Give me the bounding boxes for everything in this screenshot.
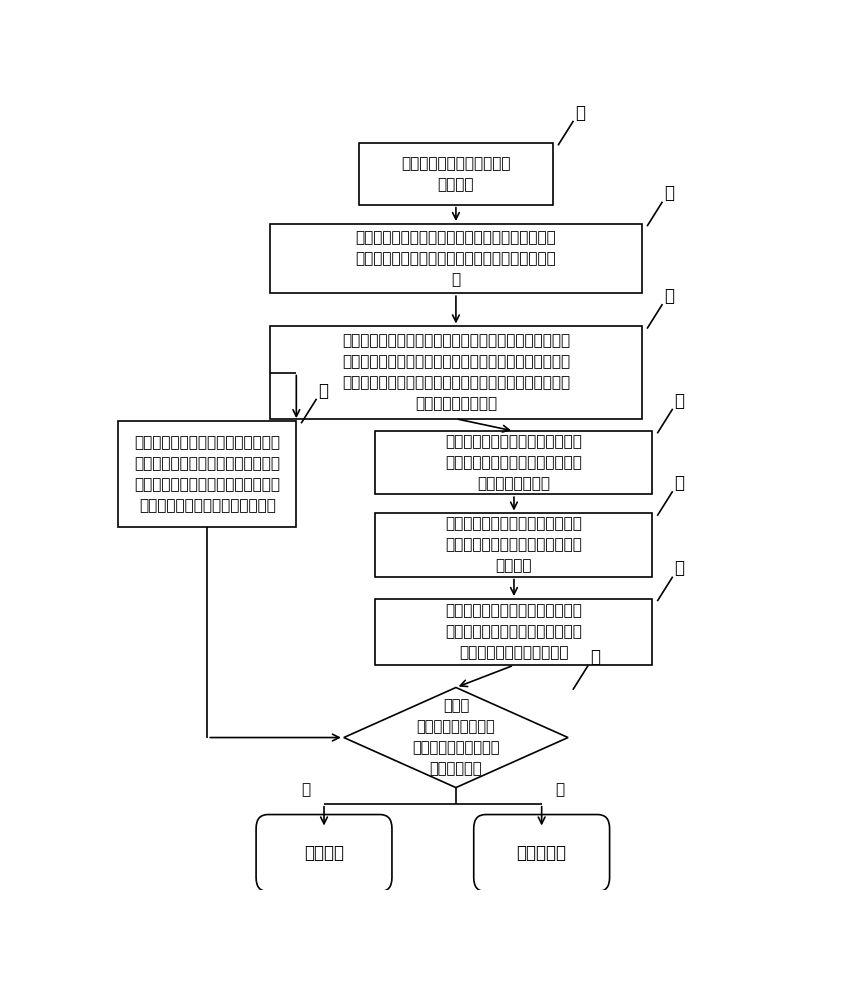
Text: 利用标准引脚半径和实际图片中电
机引脚的中心坐标分别计算电机引
脚的范围: 利用标准引脚半径和实际图片中电 机引脚的中心坐标分别计算电机引 脚的范围 <box>446 517 582 574</box>
FancyBboxPatch shape <box>358 143 553 205</box>
Text: 二: 二 <box>664 184 674 202</box>
Text: 判断电
机定位柱的面积差、
直径和电机引脚的垂直
度是否均合格: 判断电 机定位柱的面积差、 直径和电机引脚的垂直 度是否均合格 <box>412 699 500 777</box>
FancyBboxPatch shape <box>270 224 643 293</box>
Text: 八: 八 <box>590 648 600 666</box>
Text: 在实际图片中分别对每个电机定位柱的轮廓进行拾
取、并分别获得每个电机定位柱的直径和中心点坐
标: 在实际图片中分别对每个电机定位柱的轮廓进行拾 取、并分别获得每个电机定位柱的直径… <box>356 230 557 287</box>
FancyBboxPatch shape <box>256 815 392 892</box>
Text: 在电机引脚的范围内，拾取实际图
片中对应的电机引脚轮廓、并获得
电机引脚的直径，即垂直度: 在电机引脚的范围内，拾取实际图 片中对应的电机引脚轮廓、并获得 电机引脚的直径，… <box>446 604 582 661</box>
Text: 根据电机定位柱的直径计算电机定位
柱的面积，然后将实际图片中电机定
位柱的面积分别与标准装配图片中电
机定位柱的面积做差，获得面积差: 根据电机定位柱的直径计算电机定位 柱的面积，然后将实际图片中电机定 位柱的面积分… <box>134 435 280 513</box>
Text: 装配合格: 装配合格 <box>304 844 344 862</box>
Text: 一: 一 <box>575 104 585 122</box>
FancyBboxPatch shape <box>375 599 653 665</box>
FancyBboxPatch shape <box>375 431 653 494</box>
Text: 是: 是 <box>302 783 311 798</box>
Polygon shape <box>344 687 568 788</box>
Text: 六: 六 <box>674 474 684 492</box>
Text: 否: 否 <box>555 783 564 798</box>
Text: 七: 七 <box>674 559 684 577</box>
Text: 根据实际图片中电机定位柱的中心点坐标计算所有电机定
位柱合围形状的中心点坐标，将中心点坐标与标准装配图
片中所有电机定位柱合围形状的中心点坐标做差，获得两
个中: 根据实际图片中电机定位柱的中心点坐标计算所有电机定 位柱合围形状的中心点坐标，将… <box>342 334 570 412</box>
FancyBboxPatch shape <box>375 513 653 577</box>
FancyBboxPatch shape <box>270 326 643 419</box>
FancyBboxPatch shape <box>474 815 609 892</box>
Text: 装配不合格: 装配不合格 <box>517 844 567 862</box>
Text: 五: 五 <box>674 392 684 410</box>
Text: 利用偏差与标准装配图片中电机引
脚的中心坐标、获得实际图片中电
机引脚的中心坐标: 利用偏差与标准装配图片中电机引 脚的中心坐标、获得实际图片中电 机引脚的中心坐标 <box>446 434 582 491</box>
Text: 采集装配有电机的装配板的
实际图片: 采集装配有电机的装配板的 实际图片 <box>401 156 511 192</box>
Text: 三: 三 <box>318 382 328 400</box>
FancyBboxPatch shape <box>118 421 296 527</box>
Text: 四: 四 <box>664 287 674 305</box>
